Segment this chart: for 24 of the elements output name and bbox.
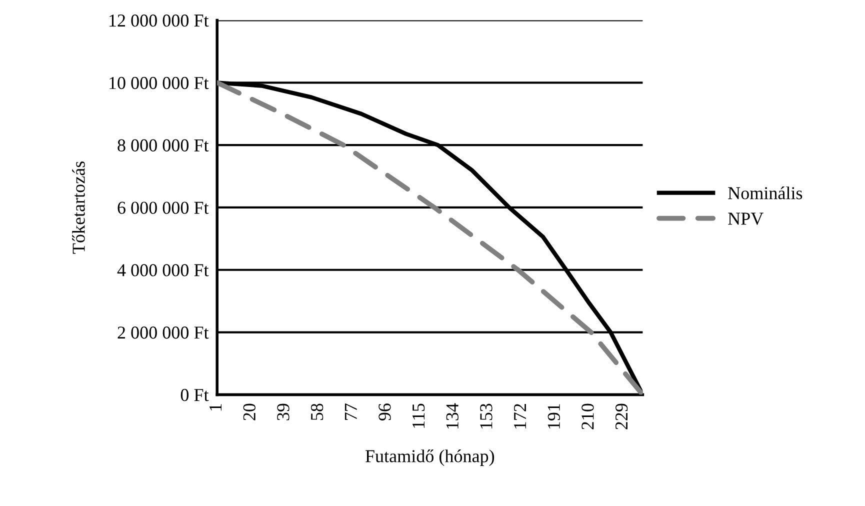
y-tick-label: 2 000 000 Ft [118, 326, 209, 339]
y-tick-label: 12 000 000 Ft [110, 14, 209, 27]
x-tick-label: 1 [210, 404, 222, 410]
y-tick-label: 6 000 000 Ft [118, 202, 209, 214]
legend-label: Nominális [728, 186, 802, 200]
x-tick-label: 39 [277, 404, 290, 420]
y-tick-label: 8 000 000 Ft [118, 139, 209, 152]
x-tick-label: 96 [378, 404, 391, 420]
x-tick-label: 229 [615, 404, 628, 430]
x-tick-label: 153 [480, 404, 492, 429]
y-axis-title: Tőketartozás [72, 161, 85, 254]
legend-label: NPV [728, 212, 764, 225]
x-tick-label: 58 [310, 404, 324, 420]
x-tick-label: 115 [412, 404, 425, 428]
x-tick-label: 191 [548, 404, 560, 429]
x-axis-title: Futamidő (hónap) [365, 450, 494, 466]
x-tick-label: 210 [582, 404, 594, 430]
x-tick-label: 20 [243, 404, 256, 420]
x-tick-label: 77 [344, 404, 357, 420]
x-tick-label: 134 [446, 403, 458, 429]
x-tick-label: 172 [514, 404, 526, 429]
y-tick-label: 0 Ft [180, 388, 209, 402]
y-tick-label: 4 000 000 Ft [117, 264, 209, 276]
y-tick-label: 10 000 000 Ft [110, 76, 209, 90]
